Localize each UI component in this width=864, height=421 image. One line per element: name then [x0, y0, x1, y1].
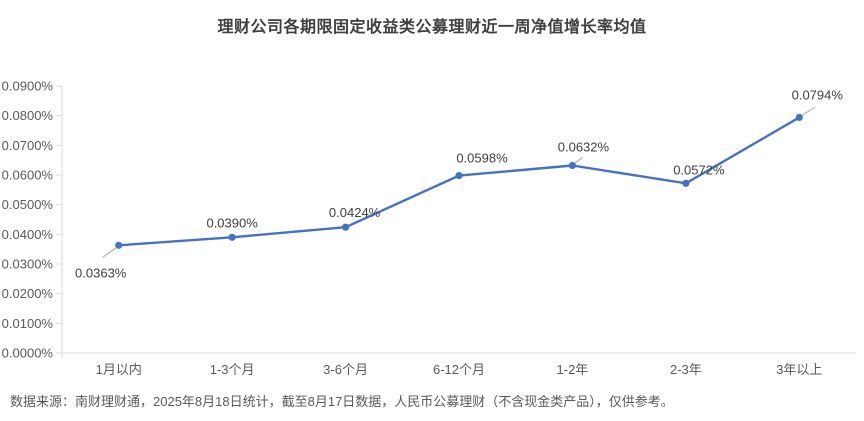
data-point-marker: [455, 171, 463, 180]
y-axis-tick-label: 0.0200%: [2, 286, 54, 301]
y-axis-tick-label: 0.0900%: [2, 79, 54, 94]
data-point-label: 0.0390%: [206, 215, 258, 230]
y-axis-tick-label: 0.0500%: [2, 197, 54, 212]
data-point-label: 0.0572%: [673, 162, 725, 177]
y-axis-tick-label: 0.0100%: [2, 316, 54, 331]
x-axis-category-label: 1-3个月: [210, 362, 255, 377]
x-axis-category-label: 1月以内: [96, 362, 142, 377]
data-point-label: 0.0794%: [792, 87, 844, 102]
y-axis-tick-label: 0.0700%: [2, 138, 54, 153]
data-point-marker: [115, 241, 123, 249]
y-axis-tick-label: 0.0600%: [2, 168, 54, 183]
data-label-leader-line: [801, 106, 816, 116]
data-point-label: 0.0424%: [329, 205, 381, 220]
data-label-leader-line: [102, 247, 117, 258]
x-axis-category-label: 1-2年: [557, 362, 589, 377]
y-axis-tick-label: 0.0300%: [2, 257, 54, 272]
x-axis-category-label: 6-12个月: [433, 362, 485, 377]
y-axis-tick-label: 0.0800%: [2, 108, 54, 123]
data-point-label: 0.0363%: [75, 265, 127, 280]
data-point-marker: [228, 233, 236, 241]
data-label-leader-line: [573, 156, 583, 165]
y-axis-tick-label: 0.0000%: [2, 346, 54, 361]
x-axis-category-label: 3-6个月: [323, 362, 368, 377]
data-point-marker: [341, 223, 350, 231]
chart-title: 理财公司各期限固定收益类公募理财近一周净值增长率均值: [217, 19, 647, 36]
data-point-marker: [682, 179, 690, 187]
data-point-marker: [568, 161, 577, 170]
x-axis-category-label: 3年以上: [776, 362, 822, 377]
y-axis-tick-label: 0.0400%: [2, 227, 54, 242]
data-point-label: 0.0632%: [558, 140, 610, 155]
x-axis-category-label: 2-3年: [670, 362, 702, 377]
data-point-label: 0.0598%: [456, 151, 508, 166]
data-source-note: 数据来源：南财理财通，2025年8月18日统计，截至8月17日数据，人民币公募理…: [10, 394, 674, 409]
data-point-marker: [795, 113, 803, 122]
